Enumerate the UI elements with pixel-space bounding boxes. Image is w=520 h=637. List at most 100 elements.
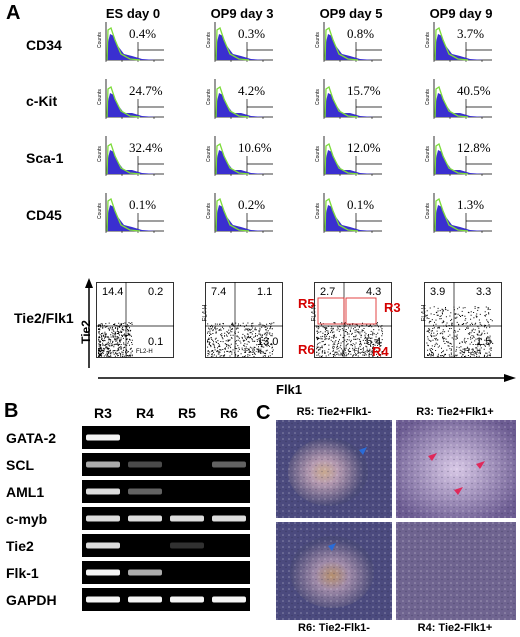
- histogram-percent-label: 3.7%: [457, 26, 485, 41]
- histogram-cd45-2: CountsFL2-H: [315, 193, 382, 233]
- histogram-ylabel: Counts: [206, 146, 212, 162]
- gel-gene-label: Tie2: [6, 538, 34, 554]
- histogram-control-outline: [106, 197, 141, 232]
- gel-gene-label: SCL: [6, 457, 34, 473]
- histogram-ylabel: Counts: [206, 32, 212, 48]
- tie2-axis-label: Tie2: [78, 320, 93, 344]
- gate-label-r5: R5: [298, 296, 315, 311]
- gel-strip-gata2: [82, 426, 250, 449]
- scatter-yaxis-label: FL4-H: [202, 304, 209, 322]
- gel-band: [86, 488, 120, 495]
- gel-band: [212, 596, 246, 603]
- gate-r5: [317, 297, 345, 325]
- gel-band: [86, 461, 120, 468]
- arrowhead-red-icon: [476, 461, 485, 469]
- arrowhead-blue-icon: [359, 447, 367, 455]
- row-label-sca1: Sca-1: [26, 150, 64, 166]
- histogram-control-outline: [434, 142, 469, 175]
- histogram-ylabel: Counts: [315, 146, 321, 162]
- histogram-fill: [435, 93, 484, 117]
- histogram-control-outline: [215, 85, 250, 118]
- histogram-ckit-3: CountsFL1-H: [425, 79, 492, 119]
- gel-band: [212, 461, 246, 468]
- histogram-fill: [216, 93, 265, 117]
- gel-lane-header: R4: [136, 405, 154, 421]
- gel-strip-gapdh: [82, 588, 250, 611]
- scatter-xaxis-label: FL2-H: [136, 349, 153, 355]
- histogram-fill: [216, 150, 265, 174]
- gel-lane-header: R5: [178, 405, 196, 421]
- histogram-control-outline: [106, 142, 141, 175]
- gel-gene-label: AML1: [6, 484, 45, 500]
- micrograph-r5: [276, 420, 392, 518]
- histogram-fill: [325, 150, 374, 174]
- panel-letter-b: B: [4, 400, 19, 422]
- histogram-cd34-2: CountsFL1-H: [315, 22, 382, 62]
- gel-band: [128, 461, 162, 468]
- gel-gene-label: GATA-2: [6, 430, 57, 446]
- gel-band: [128, 515, 162, 522]
- histogram-cd45-3: CountsFL2-H: [425, 193, 492, 233]
- quadrant-upper-right-value: 0.2: [148, 286, 164, 298]
- quadrant-lower-right-value: 1.5: [476, 336, 492, 348]
- histogram-control-outline: [215, 26, 250, 61]
- histogram-sca1-3: CountsFL2-H: [425, 136, 492, 176]
- gel-band: [86, 434, 120, 441]
- panel-letter-a: A: [6, 2, 21, 24]
- gel-strip-flk1: [82, 561, 250, 584]
- flk1-axis-arrow: [98, 374, 516, 382]
- flk1-axis-label: Flk1: [276, 382, 303, 397]
- histogram-cd45-1: CountsFL2-H: [206, 193, 273, 233]
- histogram-percent-label: 12.0%: [347, 140, 381, 155]
- gel-band: [170, 596, 204, 603]
- histogram-ylabel: Counts: [97, 146, 103, 162]
- histogram-control-outline: [215, 142, 250, 175]
- histogram-fill: [435, 205, 484, 231]
- histogram-percent-label: 0.8%: [347, 26, 375, 41]
- histogram-fill: [216, 34, 265, 60]
- histogram-control-outline: [434, 197, 469, 232]
- histogram-ylabel: Counts: [315, 32, 321, 48]
- histogram-ylabel: Counts: [425, 89, 431, 105]
- histogram-fill: [325, 93, 374, 117]
- row-label-ckit: c-Kit: [26, 93, 58, 109]
- gel-gene-label: Flk-1: [6, 565, 39, 581]
- arrowhead-red-icon: [428, 453, 437, 461]
- histogram-percent-label: 12.8%: [457, 140, 491, 155]
- histogram-percent-label: 4.2%: [238, 83, 266, 98]
- histogram-ylabel: Counts: [315, 89, 321, 105]
- histogram-percent-label: 40.5%: [457, 83, 491, 98]
- gate-label-r6: R6: [298, 342, 315, 357]
- histogram-control-outline: [215, 197, 250, 232]
- gel-band: [86, 596, 120, 603]
- gate-label-r4: R4: [372, 344, 389, 359]
- histogram-percent-label: 0.2%: [238, 197, 266, 212]
- scatter-plot-0: [96, 282, 174, 358]
- tie2-axis-arrow: [85, 278, 93, 368]
- row-label-tie2-flk1: Tie2/Flk1: [14, 310, 74, 326]
- panel-letter-c: C: [256, 402, 271, 424]
- scatter-dots: [316, 322, 383, 357]
- gel-lane-header: R3: [94, 405, 112, 421]
- histogram-fill: [325, 205, 374, 231]
- scatter-xaxis-label: FL2-H: [354, 349, 371, 355]
- gel-gene-label: c-myb: [6, 511, 48, 527]
- histogram-fill: [107, 205, 156, 231]
- histogram-control-outline: [324, 142, 359, 175]
- micrograph-r4: [396, 522, 516, 620]
- gel-strip-tie2: [82, 534, 250, 557]
- histogram-ylabel: Counts: [97, 203, 103, 219]
- histogram-ylabel: Counts: [97, 32, 103, 48]
- row-label-cd34: CD34: [26, 37, 62, 53]
- quadrant-upper-left-value: 7.4: [211, 286, 227, 298]
- gel-band: [86, 569, 120, 576]
- micro-title-r3: R3: Tie2+Flk1+: [416, 406, 494, 418]
- gel-band: [86, 542, 120, 549]
- histogram-ylabel: Counts: [206, 89, 212, 105]
- histogram-fill: [435, 150, 484, 174]
- scatter-dots: [98, 322, 133, 357]
- gel-band: [128, 569, 162, 576]
- scatter-dots: [426, 306, 494, 357]
- gel-band: [170, 515, 204, 522]
- histogram-percent-label: 1.3%: [457, 197, 485, 212]
